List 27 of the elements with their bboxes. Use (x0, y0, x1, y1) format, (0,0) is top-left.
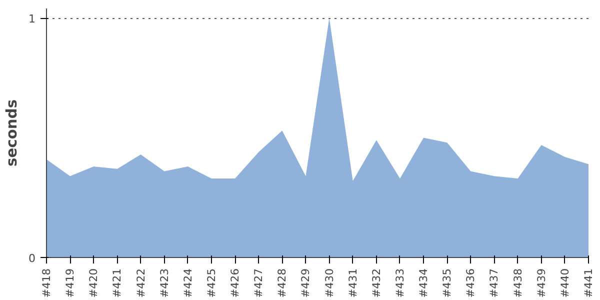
x-tick-label: #427 (252, 268, 266, 298)
x-tick-label: #439 (534, 268, 548, 298)
x-tick-label: #429 (299, 268, 312, 298)
x-tick-label: #419 (64, 268, 77, 298)
x-tick-label: #435 (440, 268, 454, 298)
x-tick-label: #428 (276, 268, 289, 298)
x-tick-label: #418 (40, 268, 53, 298)
x-tick-label: #421 (110, 268, 124, 298)
x-tick-label: #436 (464, 268, 478, 298)
x-tick-label: #424 (181, 268, 194, 298)
y-tick-label: 1 (28, 12, 36, 26)
x-tick-label: #433 (393, 268, 406, 298)
x-tick-label: #434 (417, 268, 430, 298)
x-tick-label: #422 (134, 268, 148, 298)
y-axis-title: seconds (4, 99, 20, 167)
x-tick-label: #438 (511, 268, 524, 298)
x-tick-label: #437 (488, 268, 501, 298)
x-tick-label: #423 (158, 268, 171, 298)
x-tick-label: #432 (370, 268, 383, 298)
x-tick-label: #440 (558, 268, 572, 298)
x-tick-label: #426 (228, 268, 242, 298)
x-tick-label: #441 (582, 268, 595, 298)
x-tick-label: #430 (322, 268, 336, 298)
x-tick-label: #420 (87, 268, 100, 298)
x-tick-label: #425 (204, 268, 218, 298)
y-tick-label: 0 (28, 252, 36, 265)
x-tick-label: #431 (346, 268, 360, 298)
